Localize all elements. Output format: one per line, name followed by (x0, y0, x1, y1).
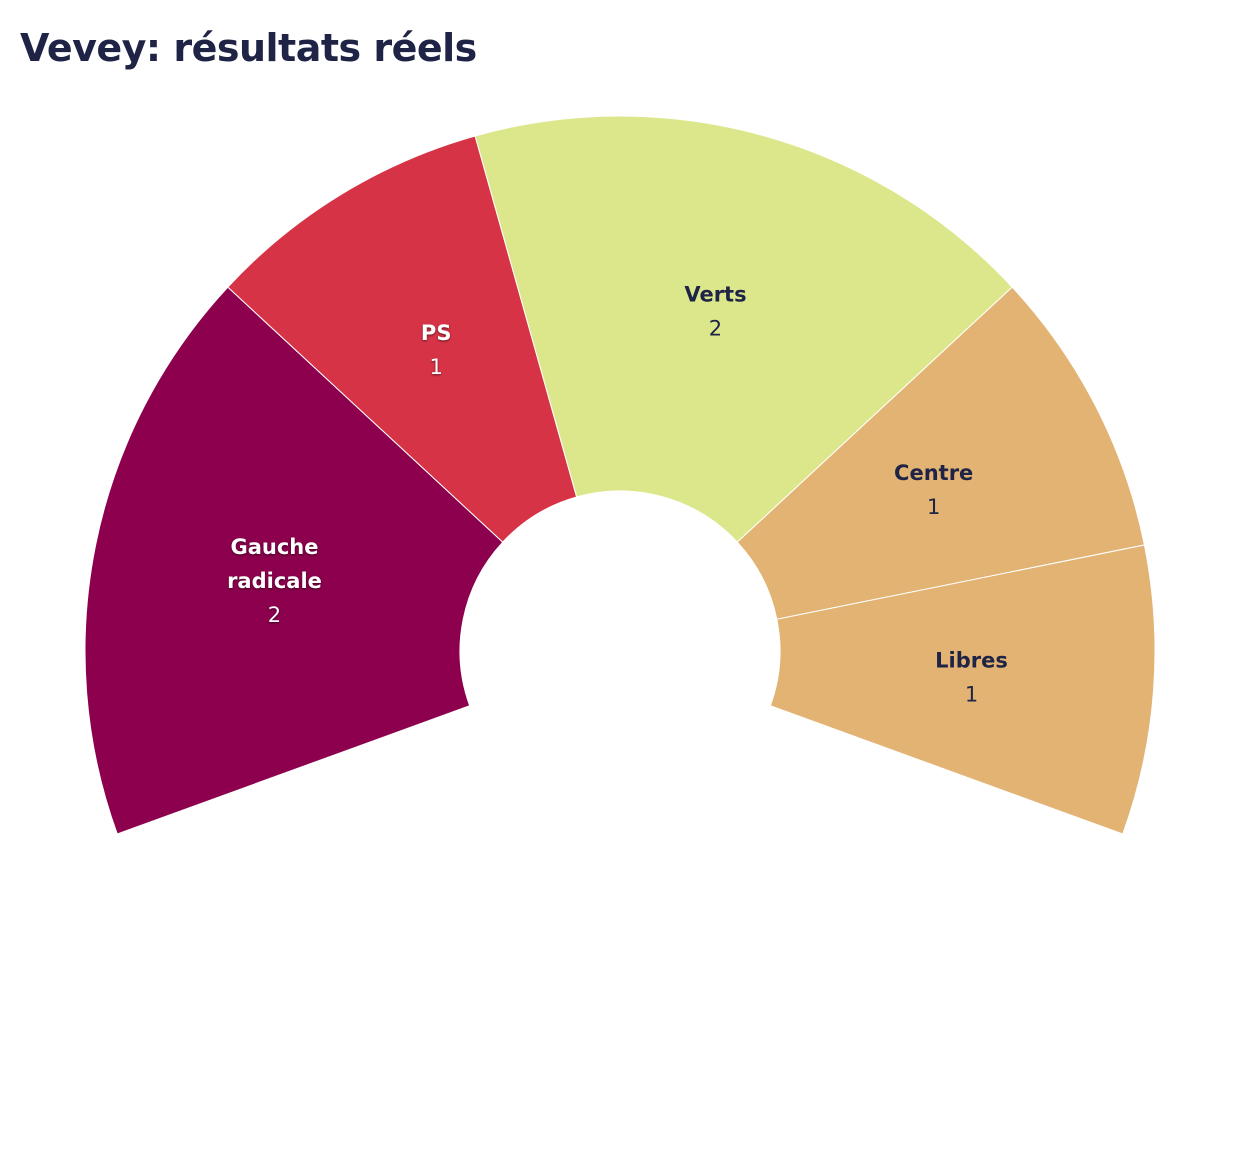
slice-value-ps: 1 (430, 355, 443, 379)
slice-centre (736, 286, 1145, 620)
slice-gauche-radicale (84, 286, 504, 835)
labels-layer: Gauche radicale 2 PS 1 Verts 2 Centre 1 Libres 1 (227, 283, 1008, 707)
slice-value-centre: 1 (927, 495, 940, 519)
slice-label-gauche-radicale: Gauche radicale (227, 535, 322, 593)
slice-label-ps: PS (421, 321, 452, 345)
slice-value-libres: 1 (965, 682, 978, 706)
slice-label-verts: Verts (684, 283, 746, 307)
chart-title: Vevey: résultats réels (20, 26, 477, 70)
slice-ps (227, 135, 578, 543)
slice-label-libres: Libres (935, 648, 1008, 672)
slice-libres (769, 544, 1156, 835)
slice-value-gauche-radicale: 2 (268, 603, 281, 627)
slice-value-verts: 2 (709, 317, 722, 341)
slice-label-centre: Centre (894, 461, 973, 485)
slice-verts (474, 115, 1013, 543)
slices-layer (84, 115, 1156, 835)
